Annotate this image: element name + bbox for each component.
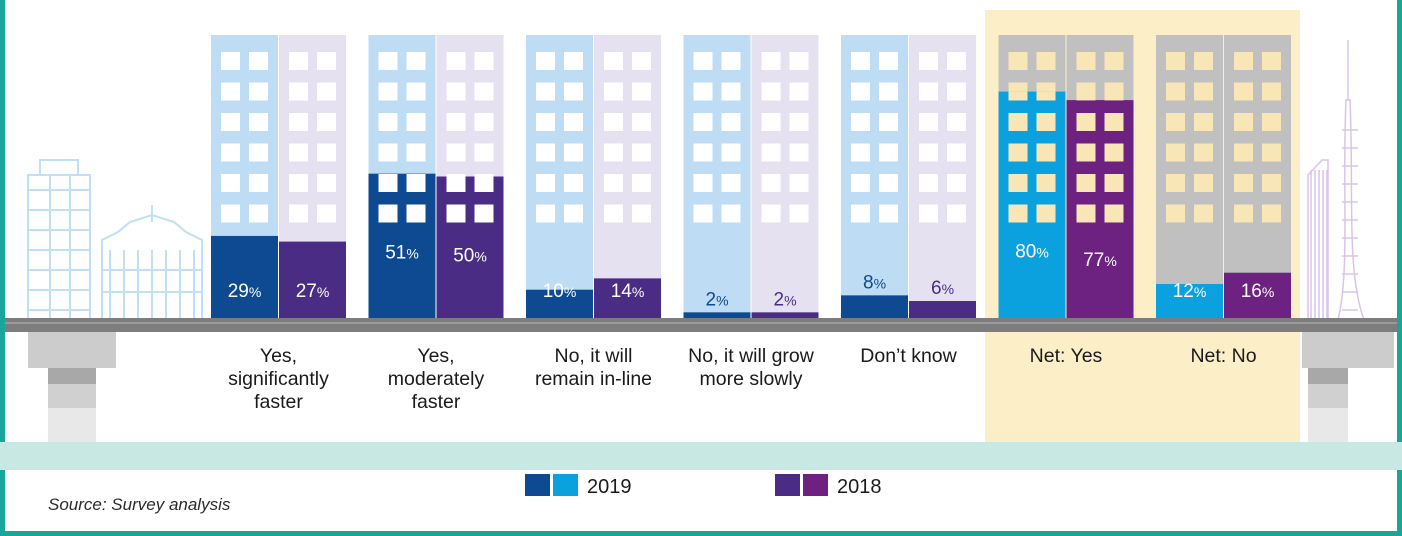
skyline-right-decoration [1307, 40, 1365, 321]
category-label-line: No, it will grow [688, 345, 814, 367]
category-label-line: Yes, [259, 345, 298, 367]
legend-label-2018: 2018 [837, 476, 882, 498]
data-label-2018-no-it-will-grow-more-slowly: 2% [773, 289, 796, 310]
bar-2018-yes-significantly-faster [279, 241, 346, 318]
bridge-support-right-column-lower [1308, 384, 1348, 408]
road-stripe [5, 322, 1397, 324]
category-label-no-it-will-grow-more-slowly: No, it will grow more slowly [676, 345, 826, 391]
category-label-line: Net: No [1190, 345, 1257, 367]
bar-group-net-yes: 80% 77% [998, 35, 1134, 318]
data-label-2019-yes-moderately-faster: 51% [385, 243, 419, 264]
legend-swatch-2019-light [553, 474, 578, 496]
legend-swatch-2019-dark [525, 474, 550, 496]
data-label-2019-net-yes: 80% [1015, 242, 1049, 263]
data-label-2018-no-it-will-remain-in-line: 14% [611, 281, 645, 302]
bar-group-yes-significantly-faster: 29% 27% [211, 35, 346, 318]
category-label-line: remain in-line [534, 368, 653, 390]
bridge-support-left-column-lower [48, 384, 96, 408]
data-label-2018-don-t-know: 6% [931, 278, 954, 299]
category-label-line: more slowly [699, 368, 803, 390]
bar-group-net-no: 12% 16% [1156, 35, 1291, 318]
legend: 2019 2018 [0, 470, 1402, 510]
data-label-2018-net-no: 16% [1241, 281, 1275, 302]
bar-2019-don-t-know [841, 295, 908, 318]
bridge-support-left-base [48, 408, 96, 442]
data-label-2018-yes-moderately-faster: 50% [453, 246, 487, 267]
data-label-2018-yes-significantly-faster: 27% [296, 281, 330, 302]
bridge-support-left-column [48, 368, 96, 384]
bar-group-don-t-know: 8% 6% [841, 35, 976, 318]
data-label-2019-don-t-know: 8% [863, 272, 886, 293]
bar-2018-yes-moderately-faster [436, 176, 504, 318]
bridge-support-right-column [1308, 368, 1348, 384]
bar-2019-no-it-will-grow-more-slowly [683, 312, 751, 318]
category-label-line: significantly [228, 368, 329, 390]
bar-group-no-it-will-grow-more-slowly: 2% 2% [683, 35, 819, 318]
category-label-line: Net: Yes [1029, 345, 1103, 367]
bar-2019-yes-moderately-faster [368, 173, 436, 318]
road-baseline [5, 318, 1397, 332]
legend-swatch-2018-light [803, 474, 828, 496]
legend-swatch-2018-dark [775, 474, 800, 496]
bar-2019-net-yes [998, 91, 1066, 318]
footer-band [0, 442, 1402, 470]
category-label-yes-moderately-faster: Yes, moderately faster [361, 345, 511, 414]
category-label-no-it-will-remain-in-line: No, it will remain in-line [519, 345, 669, 391]
bar-2018-net-yes [1066, 100, 1134, 318]
category-label-line: moderately [387, 368, 485, 390]
bar-2019-net-no [1156, 284, 1223, 318]
bridge-support-right-base [1308, 408, 1348, 442]
category-label-line: Yes, [417, 345, 455, 367]
data-label-2018-net-yes: 77% [1083, 250, 1117, 271]
category-label-don-t-know: Don’t know [834, 345, 984, 368]
data-label-2019-net-no: 12% [1173, 281, 1207, 302]
bar-chart: 29% 27% 51% 50% 10% 14% 2% 2% 8% 6% 80% 77% 12% 16% [0, 10, 1402, 470]
data-label-2019-no-it-will-grow-more-slowly: 2% [705, 289, 728, 310]
bar-2018-no-it-will-grow-more-slowly [751, 312, 819, 318]
data-label-2019-no-it-will-remain-in-line: 10% [543, 281, 577, 302]
bridge-support-left [28, 332, 116, 368]
bar-2019-yes-significantly-faster [211, 235, 278, 318]
bar-2018-net-no [1224, 272, 1291, 318]
category-label-line: faster [411, 391, 461, 413]
bar-group-no-it-will-remain-in-line: 10% 14% [526, 35, 661, 318]
bar-2018-don-t-know [909, 301, 976, 318]
bar-2019-no-it-will-remain-in-line [526, 289, 593, 318]
bar-group-yes-moderately-faster: 51% 50% [368, 35, 504, 318]
category-label-yes-significantly-faster: Yes, significantly faster [204, 345, 354, 414]
bar-2018-no-it-will-remain-in-line [594, 278, 661, 318]
category-label-net-yes: Net: Yes [991, 345, 1141, 368]
skyline-left-decoration [27, 159, 203, 321]
source-note: Source: Survey analysis [48, 495, 231, 514]
legend-label-2019: 2019 [587, 476, 632, 498]
data-label-2019-yes-significantly-faster: 29% [228, 281, 262, 302]
category-label-line: No, it will [554, 345, 633, 367]
category-label-line: faster [254, 391, 303, 413]
bridge-support-right [1302, 332, 1394, 368]
category-label-net-no: Net: No [1149, 345, 1299, 368]
category-label-line: Don’t know [860, 345, 957, 367]
